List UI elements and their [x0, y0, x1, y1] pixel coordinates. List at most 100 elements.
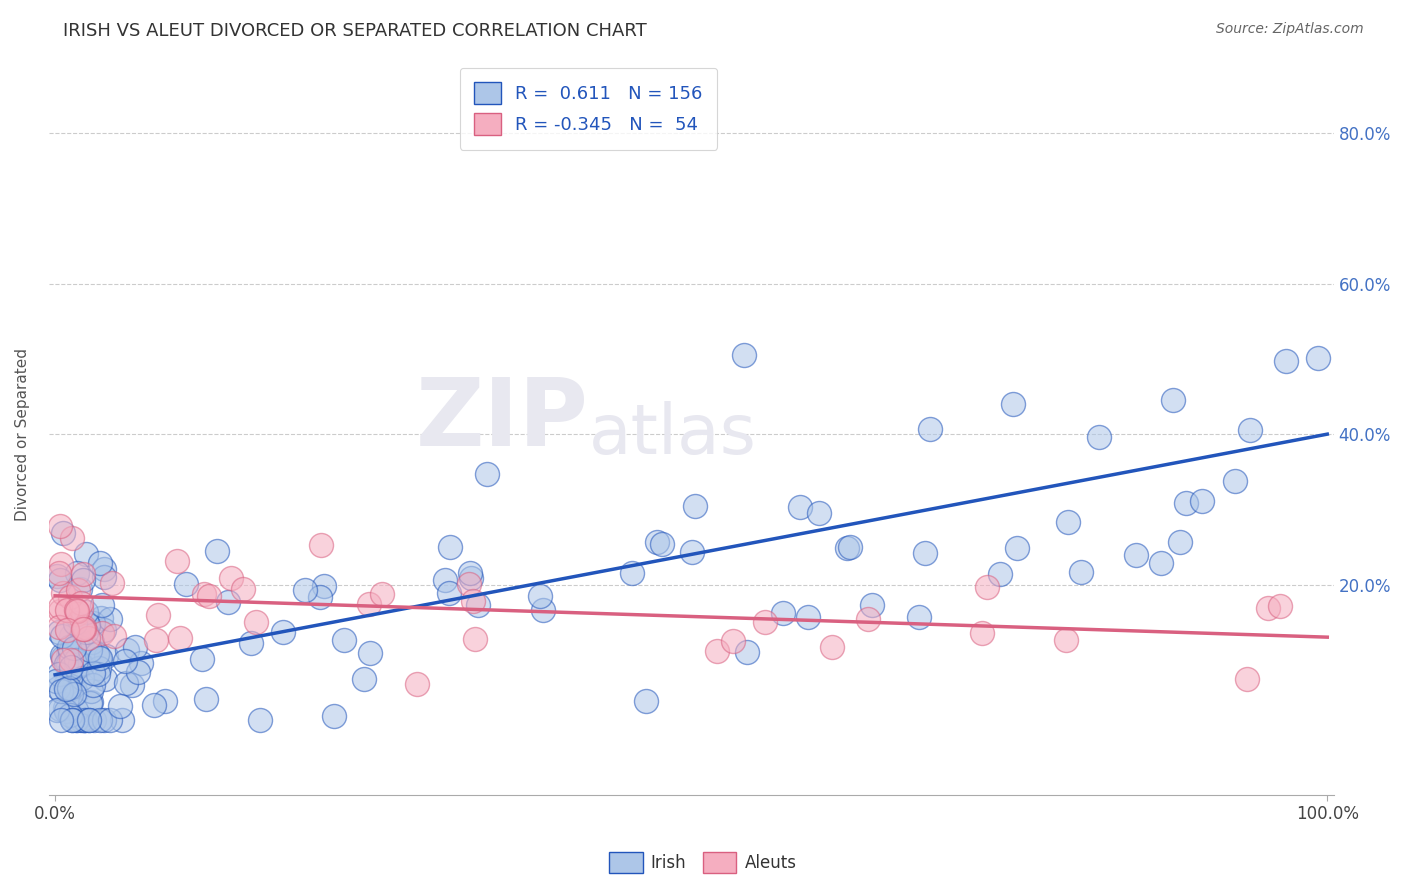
Point	[82, 666, 104, 681]
Point	[58, 682, 80, 697]
Point	[1191, 494, 1213, 508]
Point	[914, 546, 936, 560]
Point	[821, 640, 844, 655]
Point	[70, 658, 93, 673]
Point	[59, 645, 82, 659]
Point	[439, 586, 461, 600]
Point	[48, 681, 70, 695]
Point	[75, 605, 97, 619]
Point	[1270, 599, 1292, 613]
Point	[65, 703, 87, 717]
Point	[80, 695, 103, 709]
Point	[191, 652, 214, 666]
Point	[114, 654, 136, 668]
Point	[52, 586, 75, 600]
Point	[920, 422, 942, 436]
Point	[60, 660, 83, 674]
Point	[49, 702, 72, 716]
Point	[733, 348, 755, 362]
Point	[53, 678, 76, 692]
Point	[194, 691, 217, 706]
Point	[93, 570, 115, 584]
Point	[89, 713, 111, 727]
Point	[63, 640, 86, 655]
Point	[75, 547, 97, 561]
Legend: Irish, Aleuts: Irish, Aleuts	[603, 846, 803, 880]
Point	[706, 644, 728, 658]
Point	[312, 579, 335, 593]
Point	[1056, 633, 1078, 648]
Point	[860, 598, 883, 612]
Point	[93, 561, 115, 575]
Point	[249, 713, 271, 727]
Point	[63, 680, 86, 694]
Point	[475, 467, 498, 481]
Point	[55, 704, 77, 718]
Point	[93, 713, 115, 727]
Point	[439, 540, 461, 554]
Point	[66, 583, 89, 598]
Point	[65, 652, 87, 666]
Point	[1070, 565, 1092, 579]
Point	[76, 617, 98, 632]
Point	[114, 676, 136, 690]
Point	[245, 615, 267, 630]
Point	[645, 535, 668, 549]
Point	[75, 713, 97, 727]
Point	[72, 623, 94, 637]
Point	[52, 650, 75, 665]
Point	[1057, 515, 1080, 529]
Point	[52, 525, 75, 540]
Point	[681, 545, 703, 559]
Point	[45, 703, 67, 717]
Point	[51, 684, 73, 698]
Point	[529, 589, 551, 603]
Point	[98, 612, 121, 626]
Point	[737, 645, 759, 659]
Point	[1257, 601, 1279, 615]
Point	[56, 602, 79, 616]
Point	[63, 687, 86, 701]
Point	[1225, 474, 1247, 488]
Point	[69, 582, 91, 596]
Point	[838, 540, 860, 554]
Text: atlas: atlas	[588, 401, 756, 467]
Point	[60, 687, 83, 701]
Legend: R =  0.611   N = 156, R = -0.345   N =  54: R = 0.611 N = 156, R = -0.345 N = 54	[460, 68, 717, 150]
Point	[117, 643, 139, 657]
Point	[217, 595, 239, 609]
Point	[145, 633, 167, 648]
Point	[531, 603, 554, 617]
Point	[155, 694, 177, 708]
Point	[89, 651, 111, 665]
Point	[127, 665, 149, 680]
Point	[79, 643, 101, 657]
Point	[754, 615, 776, 630]
Point	[464, 632, 486, 647]
Point	[976, 580, 998, 594]
Point	[59, 707, 82, 722]
Point	[49, 573, 72, 587]
Point	[1236, 672, 1258, 686]
Point	[52, 653, 75, 667]
Point	[82, 635, 104, 649]
Point	[58, 657, 80, 671]
Point	[219, 571, 242, 585]
Point	[458, 577, 481, 591]
Point	[1275, 354, 1298, 368]
Point	[309, 590, 332, 604]
Point	[51, 648, 73, 663]
Point	[148, 608, 170, 623]
Point	[309, 538, 332, 552]
Point	[1175, 496, 1198, 510]
Point	[797, 609, 820, 624]
Point	[772, 606, 794, 620]
Point	[79, 696, 101, 710]
Point	[70, 596, 93, 610]
Point	[90, 625, 112, 640]
Point	[48, 667, 70, 681]
Point	[90, 598, 112, 612]
Point	[58, 640, 80, 654]
Point	[59, 653, 82, 667]
Text: IRISH VS ALEUT DIVORCED OR SEPARATED CORRELATION CHART: IRISH VS ALEUT DIVORCED OR SEPARATED COR…	[63, 22, 647, 40]
